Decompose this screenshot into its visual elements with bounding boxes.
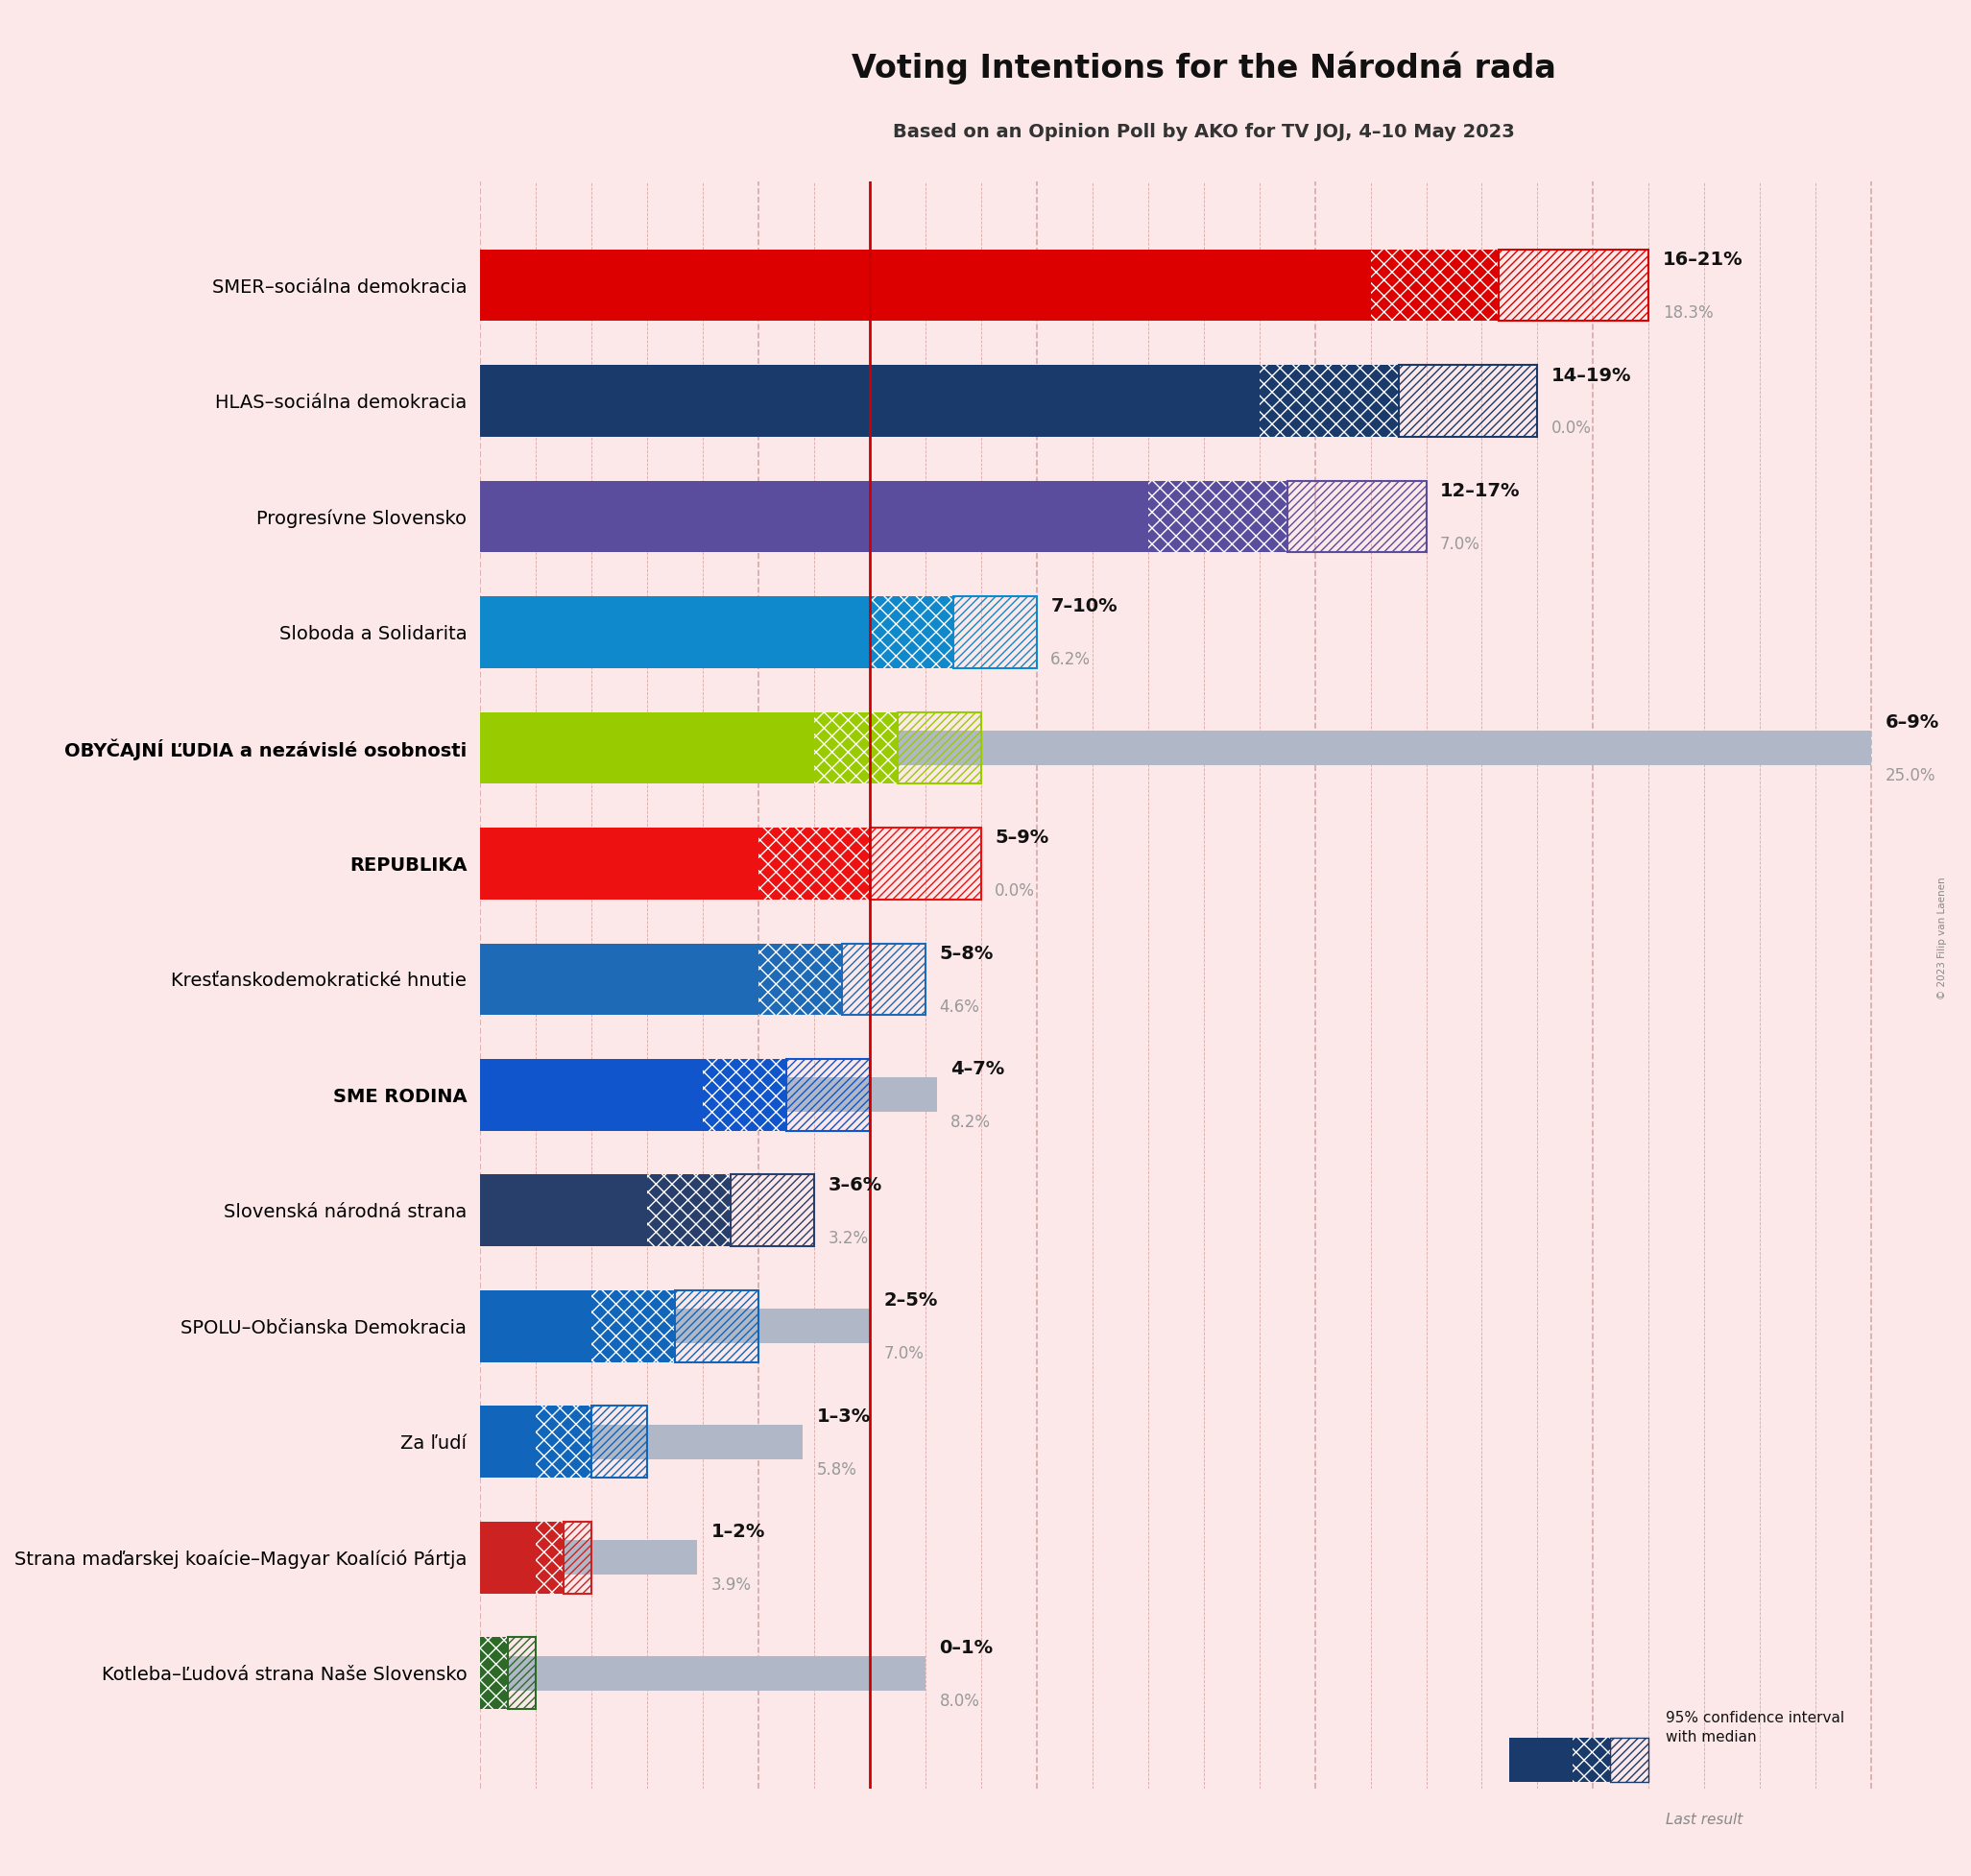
Text: 3–6%: 3–6% xyxy=(828,1176,883,1195)
Bar xyxy=(759,944,842,1015)
Text: 2–5%: 2–5% xyxy=(883,1291,938,1309)
Text: Last result: Last result xyxy=(1665,1812,1742,1827)
Bar xyxy=(759,827,869,899)
Text: 14–19%: 14–19% xyxy=(1551,366,1632,385)
Text: 7–10%: 7–10% xyxy=(1051,598,1118,615)
Bar xyxy=(481,499,869,535)
Bar xyxy=(481,827,869,899)
Bar xyxy=(1610,1737,1650,1782)
Bar xyxy=(481,1638,509,1709)
Text: 5–9%: 5–9% xyxy=(995,829,1049,848)
Bar xyxy=(481,1193,658,1229)
Text: 6–9%: 6–9% xyxy=(1884,713,1939,732)
Bar xyxy=(591,1291,674,1362)
Bar xyxy=(814,713,897,784)
Bar xyxy=(481,480,1287,552)
Bar xyxy=(481,268,1498,302)
Bar xyxy=(786,1058,869,1131)
Bar xyxy=(481,597,954,668)
Bar xyxy=(954,597,1037,668)
Text: 4–7%: 4–7% xyxy=(950,1060,1005,1079)
Text: 95% confidence interval
with median: 95% confidence interval with median xyxy=(1665,1711,1845,1745)
Bar xyxy=(897,713,982,784)
Bar xyxy=(481,1424,802,1460)
Bar xyxy=(1397,366,1537,437)
Text: 7.0%: 7.0% xyxy=(883,1345,924,1362)
Text: 5–8%: 5–8% xyxy=(940,946,993,962)
Text: 6.2%: 6.2% xyxy=(1051,651,1090,668)
Bar xyxy=(481,1521,564,1593)
Bar xyxy=(674,1291,759,1362)
Bar xyxy=(509,1638,536,1709)
Bar xyxy=(481,1638,509,1709)
Text: 3.2%: 3.2% xyxy=(828,1229,869,1248)
Bar xyxy=(481,1077,936,1112)
Text: 7.0%: 7.0% xyxy=(1441,537,1480,553)
Text: 25.0%: 25.0% xyxy=(1884,767,1936,784)
Text: 0.0%: 0.0% xyxy=(1551,420,1591,437)
Bar xyxy=(646,1174,731,1246)
Bar xyxy=(481,713,897,784)
Bar xyxy=(481,730,1870,765)
Text: 12–17%: 12–17% xyxy=(1441,482,1520,501)
Bar xyxy=(481,962,737,996)
Bar xyxy=(1370,250,1498,321)
Bar xyxy=(704,1058,786,1131)
Bar xyxy=(842,944,926,1015)
Bar xyxy=(1573,1737,1610,1782)
Bar xyxy=(869,597,954,668)
Text: 3.9%: 3.9% xyxy=(712,1576,751,1595)
Text: 4.6%: 4.6% xyxy=(940,998,980,1015)
Bar xyxy=(536,1405,591,1478)
Text: Voting Intentions for the Národná rada: Voting Intentions for the Národná rada xyxy=(851,51,1555,84)
Text: 0.0%: 0.0% xyxy=(995,882,1035,900)
Bar xyxy=(564,1521,591,1593)
Text: 8.2%: 8.2% xyxy=(950,1114,991,1131)
Bar xyxy=(481,366,1397,437)
Bar xyxy=(1498,250,1650,321)
Bar xyxy=(869,827,982,899)
Bar xyxy=(481,1174,731,1246)
Bar xyxy=(481,944,842,1015)
Bar xyxy=(481,1540,698,1574)
Text: Based on an Opinion Poll by AKO for TV JOJ, 4–10 May 2023: Based on an Opinion Poll by AKO for TV J… xyxy=(893,122,1514,141)
Bar xyxy=(1259,366,1397,437)
Text: 18.3%: 18.3% xyxy=(1664,304,1713,321)
Bar xyxy=(481,250,1498,321)
Bar xyxy=(481,1405,591,1478)
Bar xyxy=(481,1291,674,1362)
Bar xyxy=(536,1521,564,1593)
Bar xyxy=(481,1657,926,1690)
Bar xyxy=(1287,480,1427,552)
Bar xyxy=(731,1174,814,1246)
Bar xyxy=(1510,1807,1650,1835)
Bar xyxy=(1510,1737,1573,1782)
Text: 16–21%: 16–21% xyxy=(1664,251,1742,268)
Bar xyxy=(481,1309,869,1343)
Bar xyxy=(591,1405,646,1478)
Text: 1–3%: 1–3% xyxy=(816,1407,871,1426)
Text: 5.8%: 5.8% xyxy=(816,1461,857,1478)
Bar xyxy=(1147,480,1287,552)
Bar xyxy=(481,615,826,649)
Text: 8.0%: 8.0% xyxy=(940,1692,980,1709)
Bar xyxy=(481,1058,786,1131)
Text: 0–1%: 0–1% xyxy=(940,1638,993,1657)
Text: © 2023 Filip van Laenen: © 2023 Filip van Laenen xyxy=(1937,876,1947,1000)
Text: 1–2%: 1–2% xyxy=(712,1523,765,1542)
